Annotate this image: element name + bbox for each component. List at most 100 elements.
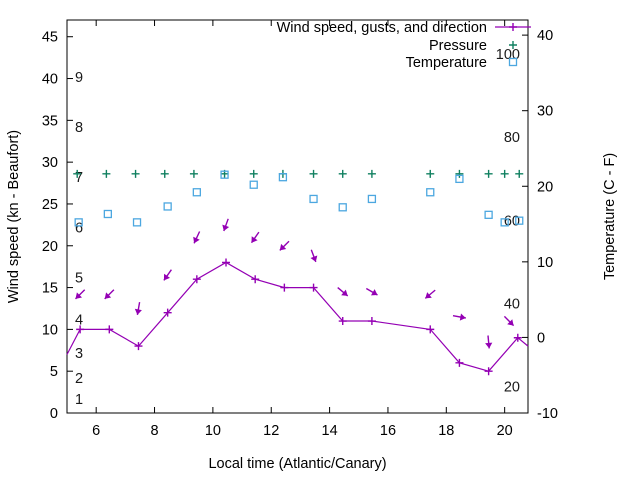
y-tick-label: 10 <box>42 322 58 338</box>
wind-speed-point <box>426 325 435 334</box>
temperature-point <box>426 188 435 197</box>
wind-direction-arrow <box>222 218 230 232</box>
legend-marker-1 <box>509 41 517 49</box>
temperature-point <box>192 188 201 197</box>
temperature-point <box>455 174 464 184</box>
temperature-point <box>309 194 318 204</box>
x-tick-label: 18 <box>438 423 454 439</box>
y2-tick-label: 20 <box>537 179 553 195</box>
wind-speed-point <box>163 308 172 317</box>
x-tick-label: 14 <box>322 423 338 439</box>
beaufort-label-6: 6 <box>75 220 83 236</box>
pressure-point <box>102 169 111 178</box>
pressure-point <box>515 169 524 178</box>
x-tick-label: 12 <box>263 423 279 439</box>
y-tick-label: 30 <box>42 155 58 171</box>
temperature-point <box>338 203 347 212</box>
beaufort-label-8: 8 <box>75 120 83 136</box>
pressure-point <box>338 169 347 178</box>
y-tick-label: 15 <box>42 281 58 297</box>
y2-tick-label: 30 <box>537 104 553 120</box>
pressure-point <box>367 169 376 178</box>
wind-direction-arrow <box>250 231 260 244</box>
wind-direction-arrow <box>452 313 466 321</box>
pressure-point <box>189 169 198 178</box>
wind-speed-point <box>309 283 318 292</box>
legend-label-0: Wind speed, gusts, and direction <box>277 20 487 36</box>
pressure-point <box>131 169 140 178</box>
temperature-point <box>163 202 172 211</box>
temperature-point <box>515 216 524 225</box>
x-tick-label: 16 <box>380 423 396 439</box>
pressure-point <box>484 169 493 178</box>
wind-speed-point <box>280 283 289 292</box>
wind-direction-arrow <box>365 287 378 296</box>
y2-tick-label: 0 <box>537 330 545 346</box>
legend-marker-2 <box>508 57 518 67</box>
pressure-point <box>500 169 509 178</box>
pressure-point <box>309 169 318 178</box>
y-tick-label: 35 <box>42 113 58 129</box>
pressure-point <box>249 169 258 178</box>
wind-speed-point <box>513 333 522 342</box>
x-tick-label: 10 <box>205 423 221 439</box>
y2-tick-label: -10 <box>537 406 558 422</box>
beaufort-label-1: 1 <box>75 392 83 408</box>
temperature-point <box>249 180 258 189</box>
legend-marker-0 <box>509 23 517 31</box>
pressure-point <box>160 169 169 178</box>
wind-direction-arrow <box>310 249 318 263</box>
fahrenheit-label-80: 80 <box>504 130 520 146</box>
pressure-point <box>73 169 82 178</box>
wind-direction-arrow <box>337 287 349 297</box>
temperature-point <box>367 194 377 204</box>
temperature-point <box>220 170 229 179</box>
beaufort-label-4: 4 <box>75 312 83 328</box>
y-axis-title: Wind speed (kn - Beaufort) <box>6 130 22 303</box>
wind-direction-arrow <box>75 289 86 300</box>
beaufort-label-3: 3 <box>75 346 83 362</box>
fahrenheit-label-40: 40 <box>504 296 520 312</box>
wind-speed-point <box>367 317 376 326</box>
legend-label-2: Temperature <box>406 55 487 71</box>
wind-direction-arrow <box>104 289 115 300</box>
wind-speed-point <box>105 325 114 334</box>
wind-direction-arrow <box>163 269 172 281</box>
y-tick-label: 45 <box>42 30 58 46</box>
y2-tick-label: 10 <box>537 255 553 271</box>
wind-speed-point <box>338 317 347 326</box>
beaufort-label-2: 2 <box>75 371 83 387</box>
y2-tick-label: 40 <box>537 28 553 44</box>
y-tick-label: 40 <box>42 72 58 88</box>
wind-direction-arrow <box>424 289 436 299</box>
fahrenheit-label-20: 20 <box>504 380 520 396</box>
x-tick-label: 20 <box>497 423 513 439</box>
wind-speed-point <box>484 367 493 376</box>
pressure-point <box>455 169 464 178</box>
wind-direction-arrow <box>134 301 142 316</box>
temperature-point <box>278 173 288 182</box>
wind-speed-point <box>76 325 85 334</box>
x-tick-label: 8 <box>150 423 158 439</box>
wind-speed-point <box>192 275 201 284</box>
wind-speed-point <box>251 275 260 284</box>
beaufort-label-7: 7 <box>75 170 83 186</box>
temperature-point <box>74 218 83 227</box>
plot-area-border <box>66 19 529 414</box>
pressure-point <box>426 169 435 178</box>
wind-direction-arrow <box>193 231 201 244</box>
wind-speed-point <box>455 358 464 367</box>
wind-direction-arrow <box>485 335 493 349</box>
beaufort-label-9: 9 <box>75 70 83 86</box>
y-tick-label: 0 <box>50 406 58 422</box>
temperature-point <box>500 218 509 227</box>
x-axis-title: Local time (Atlantic/Canary) <box>208 456 386 472</box>
fahrenheit-label-60: 60 <box>504 213 520 229</box>
wind-speed-point <box>134 342 143 351</box>
temperature-point <box>103 209 112 219</box>
y-tick-label: 20 <box>42 239 58 255</box>
y-tick-label: 5 <box>50 364 58 380</box>
y-tick-label: 25 <box>42 197 58 213</box>
